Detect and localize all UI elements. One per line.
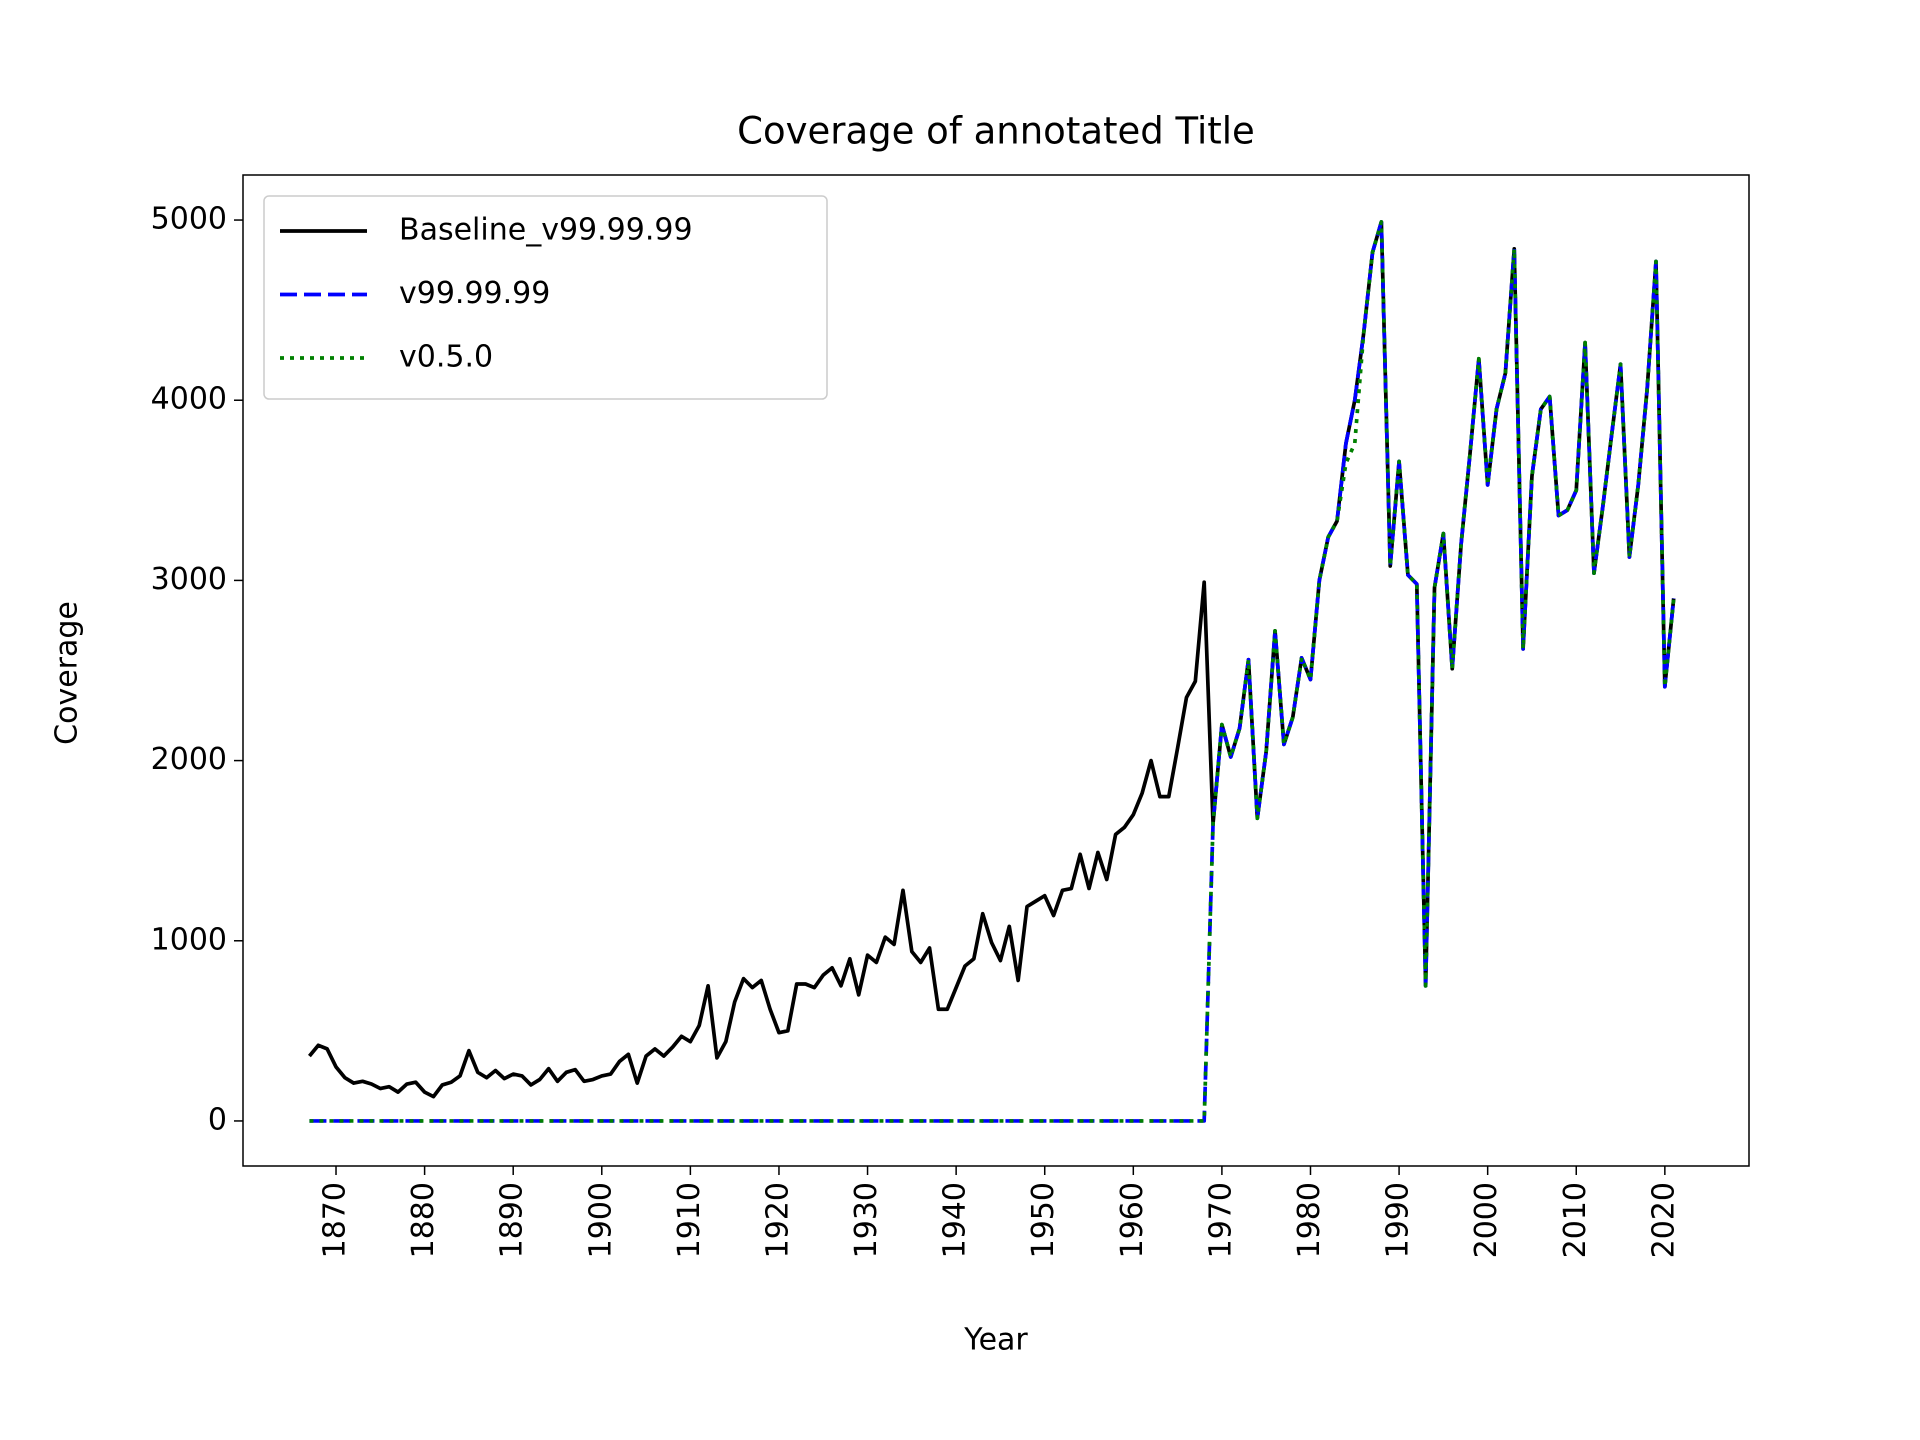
x-tick-label: 1880 <box>406 1182 441 1258</box>
x-tick-label: 1940 <box>938 1182 973 1258</box>
x-tick-label: 1900 <box>583 1182 618 1258</box>
x-tick-label: 1970 <box>1203 1182 1238 1258</box>
x-tick-label: 2010 <box>1558 1182 1593 1258</box>
y-tick-label: 2000 <box>151 742 227 777</box>
x-tick-label: 1960 <box>1115 1182 1150 1258</box>
legend-label: v99.99.99 <box>399 276 550 311</box>
x-tick-label: 1950 <box>1026 1182 1061 1258</box>
x-tick-label: 2020 <box>1646 1182 1681 1258</box>
y-tick-label: 0 <box>208 1102 227 1137</box>
x-tick-label: 1980 <box>1292 1182 1327 1258</box>
x-tick-label: 1910 <box>672 1182 707 1258</box>
x-tick-label: 1890 <box>495 1182 530 1258</box>
y-tick-label: 1000 <box>151 922 227 957</box>
y-tick-label: 3000 <box>151 562 227 597</box>
x-tick-label: 1930 <box>849 1182 884 1258</box>
y-tick-label: 5000 <box>151 202 227 237</box>
plot-frame <box>242 174 1750 1167</box>
legend-label: v0.5.0 <box>399 340 493 375</box>
x-axis-label: Year <box>963 1323 1028 1358</box>
x-tick-label: 1870 <box>318 1182 353 1258</box>
legend-label: Baseline_v99.99.99 <box>399 213 693 248</box>
x-tick-label: 1990 <box>1381 1182 1416 1258</box>
x-tick-label: 2000 <box>1469 1182 1504 1258</box>
y-tick-label: 4000 <box>151 382 227 417</box>
x-tick-label: 1920 <box>760 1182 795 1258</box>
chart-title: Coverage of annotated Title <box>737 110 1255 153</box>
data-line <box>309 220 1676 1123</box>
y-axis-label: Coverage <box>50 601 85 745</box>
legend-box <box>263 195 828 400</box>
